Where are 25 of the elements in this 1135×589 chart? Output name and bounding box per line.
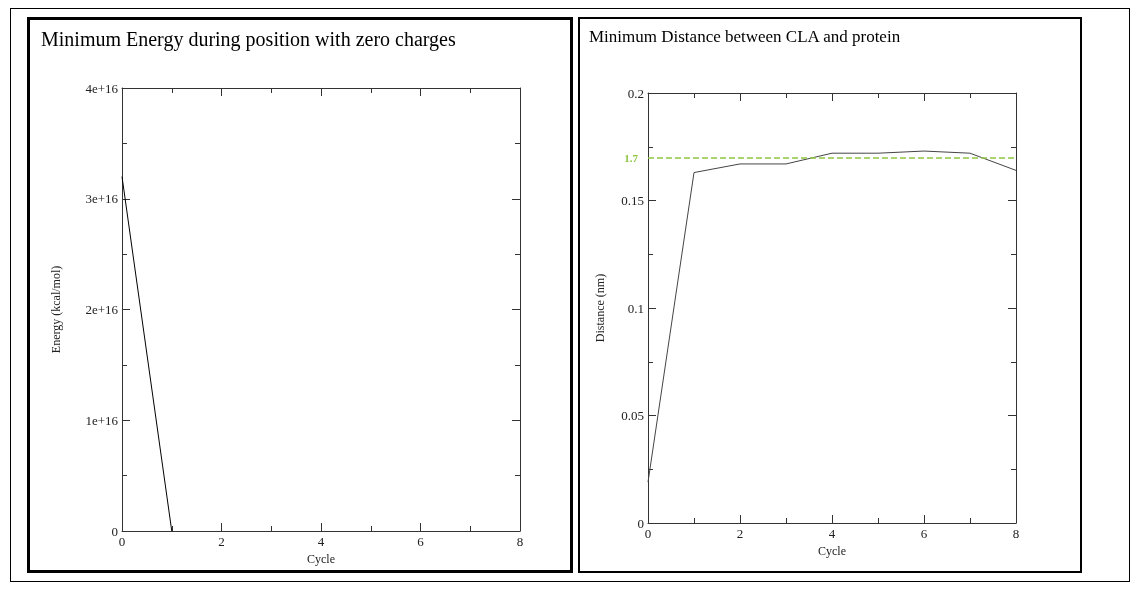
x-tick-label: 8 — [516, 534, 524, 549]
y-axis-title: Distance (nm) — [593, 273, 607, 343]
x-tick-label: 6 — [920, 526, 928, 541]
y-axis-title: Energy (kcal/mol) — [49, 265, 63, 354]
chart-title: Minimum Distance between CLA and protein — [589, 27, 901, 46]
line-series — [647, 150, 1017, 483]
x-tick-label: 2 — [218, 534, 225, 549]
x-axis-title: Cycle — [307, 552, 335, 566]
y-tick-label: 0.15 — [621, 193, 644, 208]
y-tick-label: 1e+16 — [85, 412, 119, 428]
y-tick-label: 3e+16 — [85, 191, 119, 207]
x-axis-title: Cycle — [818, 544, 846, 558]
x-tick-label: 8 — [1012, 526, 1020, 541]
y-tick-label: 0.1 — [627, 300, 644, 316]
y-tick-label: 0.2 — [627, 85, 644, 101]
y-tick-label: 2e+16 — [85, 302, 119, 317]
x-tick-label: 6 — [417, 534, 425, 549]
chart-title: Minimum Energy during position with zero charges — [41, 28, 456, 51]
y-tick-label: 0.05 — [621, 408, 644, 423]
y-tick-label: 0 — [637, 515, 644, 531]
text: 1.7 — [624, 151, 639, 164]
x-tick-label: 4 — [828, 526, 836, 541]
x-tick-label: 4 — [317, 534, 325, 549]
y-tick-label: 4e+16 — [85, 80, 119, 96]
x-tick-label: 2 — [736, 526, 744, 541]
